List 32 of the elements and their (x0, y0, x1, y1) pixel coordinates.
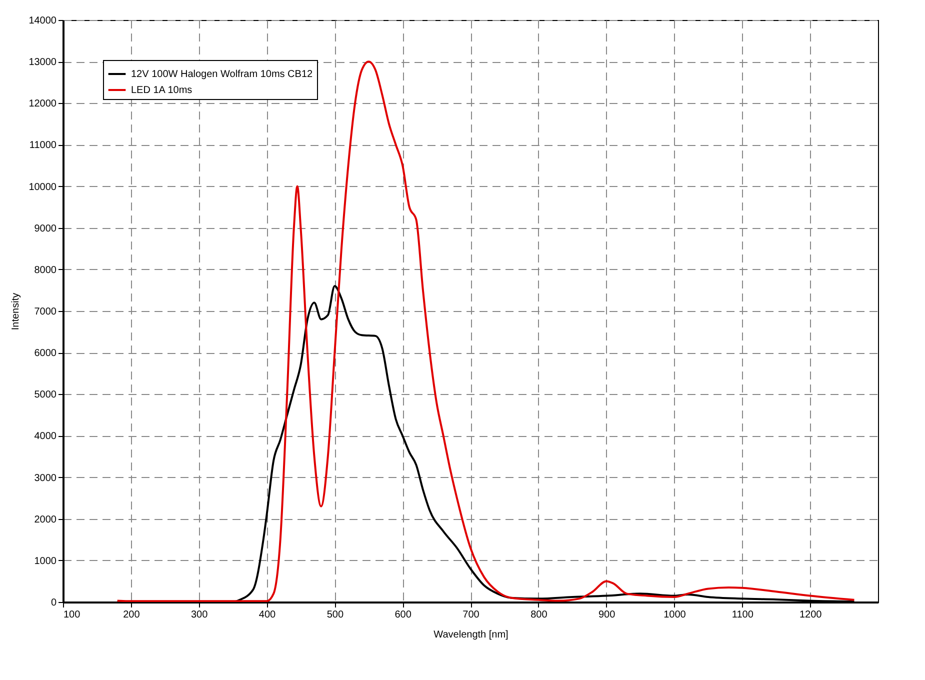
legend-label: 12V 100W Halogen Wolfram 10ms CB12 (131, 69, 314, 80)
x-tick-label: 1200 (799, 610, 822, 620)
line-series (116, 60, 856, 602)
x-tick-label: 900 (598, 610, 616, 620)
x-tick-label: 800 (530, 610, 548, 620)
y-tick-label: 2000 (34, 514, 57, 526)
y-tick-label: 6000 (34, 348, 57, 360)
x-tick-label: 100 (64, 610, 81, 620)
y-tick-label: 4000 (34, 431, 57, 442)
y-tick-label: 12000 (28, 98, 57, 110)
x-tick-label: 400 (258, 610, 276, 620)
y-tick-label: 11000 (29, 140, 57, 152)
x-tick-label: 600 (394, 610, 412, 620)
y-tick-label: 9000 (34, 223, 57, 234)
y-tick-label: 14000 (28, 16, 57, 26)
y-tick-label: 1000 (34, 556, 57, 567)
x-tick-label: 300 (190, 610, 208, 620)
y-tick-label: 3000 (34, 472, 57, 484)
y-tick-label: 0 (50, 598, 57, 608)
x-tick-label: 1100 (732, 610, 754, 620)
x-tick-label: 1000 (664, 610, 686, 620)
y-tick-label: 7000 (34, 306, 57, 318)
y-tick-label: 5000 (34, 390, 57, 401)
legend-label: LED 1A 10ms (131, 85, 192, 96)
y-tick-label: 10000 (28, 182, 57, 193)
x-tick-label: 700 (462, 610, 480, 620)
y-tick-label: 13000 (28, 57, 57, 68)
y-axis-title: Intensity (10, 292, 22, 330)
x-axis-title: Wavelength [nm] (434, 630, 509, 640)
x-tick-label: 200 (123, 610, 140, 620)
x-tick-label: 500 (326, 610, 344, 620)
y-tick-label: 8000 (34, 264, 57, 276)
